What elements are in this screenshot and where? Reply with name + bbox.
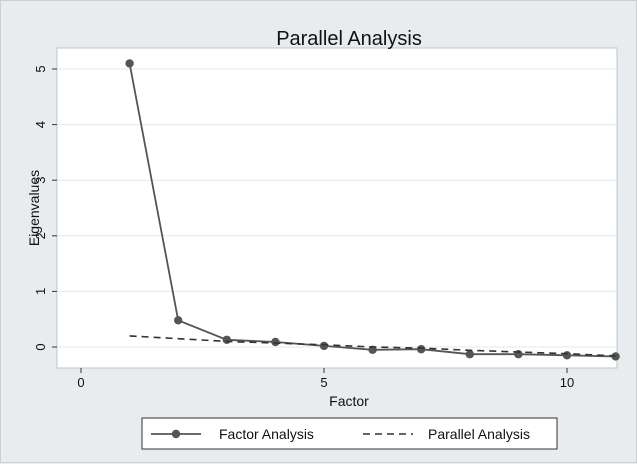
data-point-0-7	[465, 350, 474, 359]
data-point-0-4	[319, 341, 329, 351]
x-tick-label-0: 0	[77, 375, 84, 390]
x-axis-label: Factor	[329, 393, 369, 409]
data-point-0-3	[271, 337, 280, 347]
data-point-0-10	[611, 352, 620, 361]
legend: Factor Analysis Parallel Analysis	[141, 417, 558, 450]
data-point-0-1	[174, 316, 183, 325]
y-tick-label-1: 1	[33, 288, 48, 295]
axes: 0 1 2 3 4 5 0 5 10	[33, 65, 574, 390]
data-point-0-0	[125, 59, 134, 68]
data-point-0-2	[222, 335, 231, 344]
y-tick-label-5: 5	[33, 65, 48, 72]
data-point-0-9	[562, 351, 572, 360]
chart-title: Parallel Analysis	[276, 28, 422, 50]
plot-area	[56, 47, 618, 369]
y-tick-label-4: 4	[33, 121, 48, 128]
data-point-0-6	[417, 345, 426, 354]
legend-box	[141, 417, 558, 450]
legend-label-1: Parallel Analysis	[428, 426, 530, 442]
series-line-1	[129, 335, 616, 357]
y-tick-label-3: 3	[33, 177, 48, 184]
legend-label-0: Factor Analysis	[219, 426, 314, 442]
y-tick-label-0: 0	[33, 343, 48, 350]
legend-marker-0	[171, 429, 181, 439]
y-tick-label-2: 2	[33, 232, 48, 239]
x-tick-label-5: 5	[320, 375, 327, 390]
y-axis-label: Eigenvalues	[26, 170, 42, 246]
x-tick-label-10: 10	[560, 375, 574, 390]
series-layer	[125, 59, 620, 361]
